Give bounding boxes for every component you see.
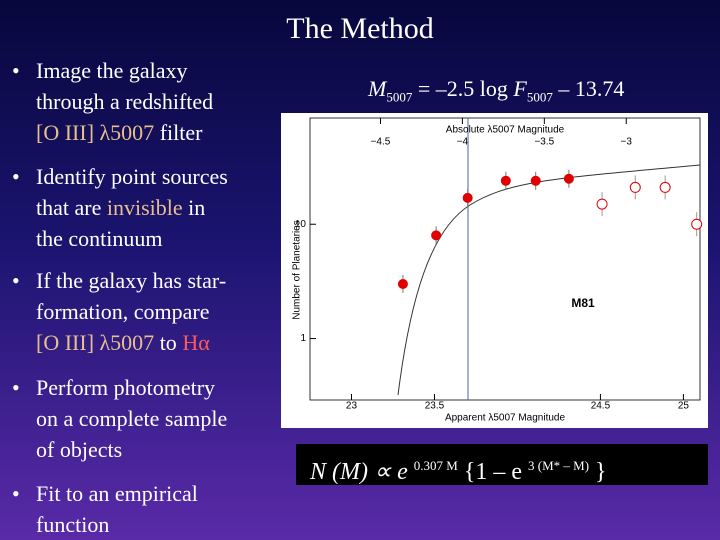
bullet-marker: •: [12, 164, 20, 189]
bullet-text: function: [36, 512, 110, 537]
formula-part: N (M) ∝ e: [310, 459, 414, 485]
figure-background: [281, 113, 708, 428]
bullet-text: [O III] λ5007: [36, 120, 155, 145]
data-point: [431, 230, 442, 241]
bullet-text: filter: [154, 120, 203, 145]
bullet-text: If the galaxy has star-: [36, 268, 227, 293]
formula-part: 3 (M* – M): [528, 458, 590, 473]
luminosity-function: N (M) ∝ e 0.307 M {1 – e 3 (M* – M) }: [296, 444, 708, 485]
bullet-text: Identify point sources: [36, 164, 228, 189]
bullet-text: invisible: [106, 195, 183, 220]
x-tick-label: 24.5: [591, 401, 611, 412]
bullet-line: formation, compare: [36, 299, 210, 325]
x-tick-label: 23: [346, 401, 358, 412]
y-tick-label: 1: [300, 333, 306, 344]
bullet-text: of objects: [36, 437, 123, 462]
bullet-text: through a redshifted: [36, 89, 214, 114]
top-axis-label: Absolute λ5007 Magnitude: [446, 125, 565, 136]
data-point: [530, 175, 541, 186]
bullet-text: on a complete sample: [36, 406, 228, 431]
bullet-text: that are: [36, 195, 107, 220]
formula-part: 0.307 M: [413, 458, 458, 473]
data-point: [563, 173, 574, 184]
bullet-line: on a complete sample: [36, 406, 227, 432]
formula-part: F: [513, 76, 527, 101]
slide-title: The Method: [286, 12, 434, 45]
bullet-text: Hα: [182, 330, 210, 355]
bullet-line: that are invisible in: [36, 195, 205, 221]
bullet-line: the continuum: [36, 226, 162, 252]
y-tick-label: 10: [295, 219, 307, 230]
formula-part: 5007: [386, 89, 413, 105]
bullet-text: in: [182, 195, 206, 220]
fit-curve: [397, 164, 701, 396]
open-point: [596, 198, 608, 210]
formula-part: M: [368, 76, 387, 101]
bullet-line: [O III] λ5007 filter: [36, 120, 202, 146]
bullet-line: through a redshifted: [36, 89, 213, 115]
bullet-line: of objects: [36, 437, 122, 463]
plot-frame: [309, 117, 701, 401]
x-tick-label: 23.5: [425, 401, 445, 412]
bullet-text: [O III] λ5007: [36, 330, 155, 355]
open-point: [659, 181, 671, 193]
formula-part: {1 – e: [457, 459, 529, 485]
top-tick-label: −4: [457, 137, 469, 148]
bullet-text: Perform photometry: [36, 375, 216, 400]
data-point: [500, 175, 511, 186]
bullet-line: Image the galaxy: [36, 58, 188, 84]
bullet-text: to: [154, 330, 183, 355]
bullet-line: [O III] λ5007 to Hα: [36, 330, 210, 356]
data-point: [462, 192, 473, 203]
formula-part: }: [589, 459, 607, 485]
top-tick-label: −3.5: [534, 137, 554, 148]
y-axis-label: Number of Planetaries: [292, 220, 303, 320]
bullet-text: formation, compare: [36, 299, 210, 324]
bullet-line: Perform photometry: [36, 375, 215, 401]
bullet-line: function: [36, 512, 109, 538]
bullet-text: Fit to an empirical: [36, 481, 198, 506]
data-point: [397, 279, 408, 290]
figure-label: M81: [571, 296, 595, 310]
open-point: [629, 181, 641, 193]
bullet-marker: •: [12, 375, 20, 400]
open-point: [691, 218, 703, 230]
bullet-line: Identify point sources: [36, 164, 228, 190]
bullet-marker: •: [12, 58, 20, 83]
bullet-text: the continuum: [36, 226, 163, 251]
x-tick-label: 25: [678, 401, 690, 412]
formula-part: – 13.74: [552, 76, 625, 101]
bullet-marker: •: [12, 268, 20, 293]
bullet-line: Fit to an empirical: [36, 481, 198, 507]
bullet-marker: •: [12, 481, 20, 506]
bottom-axis-label: Apparent λ5007 Magnitude: [445, 413, 566, 424]
bullet-text: Image the galaxy: [36, 58, 188, 83]
equation: M5007 = –2.5 log F5007 – 13.74: [368, 76, 624, 105]
top-tick-label: −3: [621, 137, 633, 148]
bullet-line: If the galaxy has star-: [36, 268, 226, 294]
formula-part: = –2.5 log: [412, 76, 514, 101]
top-tick-label: −4.5: [371, 137, 391, 148]
formula-part: 5007: [526, 89, 553, 105]
